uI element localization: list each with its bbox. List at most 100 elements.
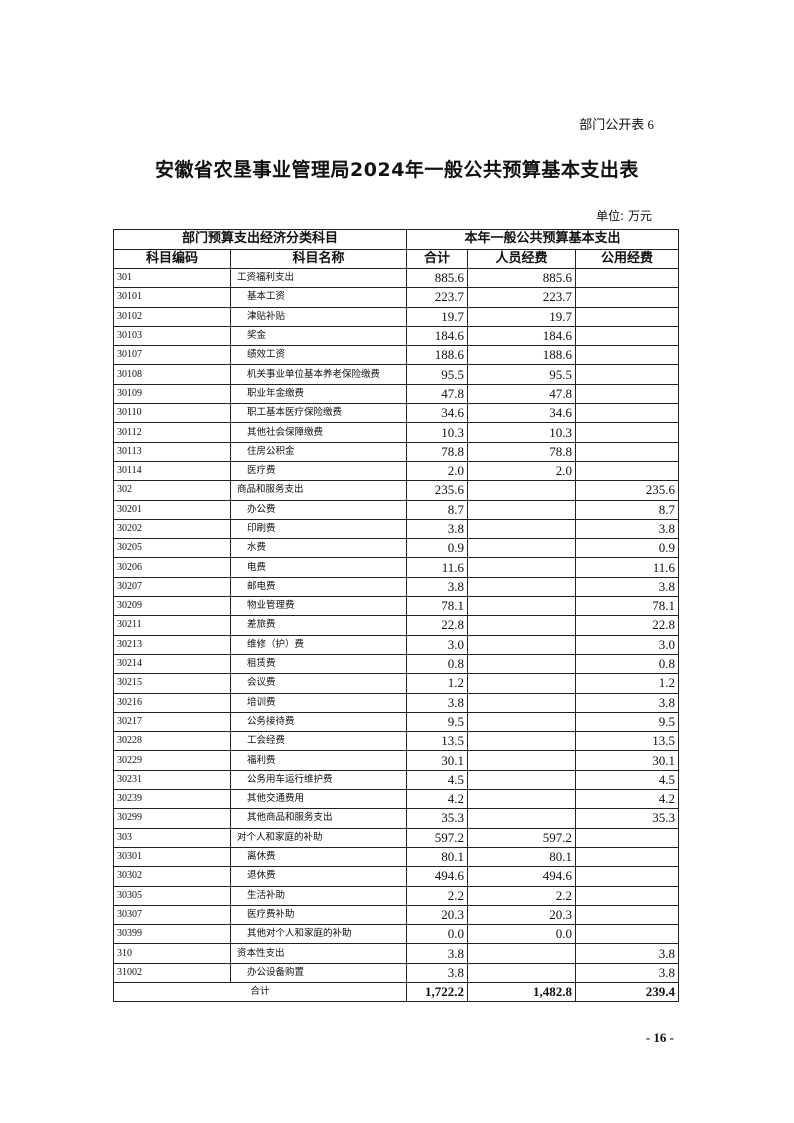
row-total: 184.6 <box>406 325 469 347</box>
row-total: 0.0 <box>406 924 469 945</box>
row-code: 30307 <box>113 904 231 926</box>
table-row: 30102 津贴补贴 19.7 19.7 <box>113 306 680 327</box>
total-public: 239.4 <box>575 981 680 1003</box>
row-code: 302 <box>113 480 231 501</box>
row-code: 30113 <box>113 441 231 462</box>
row-total: 47.8 <box>406 383 469 405</box>
table-row: 30114 医疗费 2.0 2.0 <box>113 460 680 482</box>
row-name: 医疗费 <box>229 460 408 482</box>
row-total: 0.8 <box>406 653 469 675</box>
row-personnel <box>467 538 577 559</box>
row-public <box>575 403 680 424</box>
row-code: 30114 <box>113 460 231 482</box>
row-name: 办公设备购置 <box>229 962 408 983</box>
table-row: 30231 公务用车运行维护费 4.5 4.5 <box>113 769 680 791</box>
row-name: 商品和服务支出 <box>229 480 408 501</box>
row-name: 办公费 <box>229 499 408 520</box>
row-public: 0.9 <box>575 538 680 559</box>
row-personnel: 78.8 <box>467 441 577 462</box>
row-code: 30228 <box>113 731 231 752</box>
row-code: 30206 <box>113 557 231 578</box>
row-name: 基本工资 <box>229 287 408 308</box>
row-name: 电费 <box>229 557 408 578</box>
table-row: 30215 会议费 1.2 1.2 <box>113 673 680 694</box>
row-public <box>575 422 680 443</box>
row-personnel: 2.0 <box>467 460 577 482</box>
row-name: 公务用车运行维护费 <box>229 769 408 791</box>
row-total: 95.5 <box>406 364 469 385</box>
row-personnel <box>467 518 577 540</box>
row-public <box>575 846 680 868</box>
table-row: 30302 退休费 494.6 494.6 <box>113 866 680 887</box>
table-row: 30399 其他对个人和家庭的补助 0.0 0.0 <box>113 924 680 945</box>
table-row: 30108 机关事业单位基本养老保险缴费 95.5 95.5 <box>113 364 680 385</box>
page-title: 安徽省农垦事业管理局2024年一般公共预算基本支出表 <box>155 159 639 181</box>
table-row: 310 资本性支出 3.8 3.8 <box>113 943 680 964</box>
row-public: 0.8 <box>575 653 680 675</box>
row-code: 30214 <box>113 653 231 675</box>
row-name: 奖金 <box>229 325 408 347</box>
row-personnel: 95.5 <box>467 364 577 385</box>
row-public <box>575 345 680 366</box>
row-public: 78.1 <box>575 596 680 617</box>
table-row: 30213 维修（护）费 3.0 3.0 <box>113 634 680 655</box>
row-public: 3.8 <box>575 692 680 713</box>
table-row: 30211 差旅费 22.8 22.8 <box>113 615 680 636</box>
row-code: 30112 <box>113 422 231 443</box>
row-public: 9.5 <box>575 711 680 733</box>
row-total: 19.7 <box>406 306 469 327</box>
row-total: 3.8 <box>406 576 469 598</box>
row-name: 物业管理费 <box>229 596 408 617</box>
row-personnel <box>467 615 577 636</box>
header-code: 科目编码 <box>113 248 231 269</box>
row-code: 30229 <box>113 750 231 771</box>
unit-label: 单位: 万元 <box>596 209 652 223</box>
row-personnel: 2.2 <box>467 885 577 906</box>
row-personnel: 597.2 <box>467 827 577 848</box>
row-public: 3.0 <box>575 634 680 655</box>
row-total: 2.0 <box>406 460 469 482</box>
row-name: 工会经费 <box>229 731 408 752</box>
row-total: 4.5 <box>406 769 469 791</box>
row-personnel <box>467 480 577 501</box>
row-code: 30301 <box>113 846 231 868</box>
row-code: 30207 <box>113 576 231 598</box>
row-code: 30217 <box>113 711 231 733</box>
row-code: 30215 <box>113 673 231 694</box>
row-public <box>575 383 680 405</box>
row-public: 3.8 <box>575 576 680 598</box>
row-name: 邮电费 <box>229 576 408 598</box>
row-code: 31002 <box>113 962 231 983</box>
row-name: 工资福利支出 <box>229 267 408 289</box>
row-public <box>575 885 680 906</box>
row-name: 对个人和家庭的补助 <box>229 827 408 848</box>
row-code: 30305 <box>113 885 231 906</box>
row-code: 30213 <box>113 634 231 655</box>
row-total: 0.9 <box>406 538 469 559</box>
table-row: 303 对个人和家庭的补助 597.2 597.2 <box>113 827 680 848</box>
row-code: 30201 <box>113 499 231 520</box>
row-public: 4.2 <box>575 789 680 810</box>
table-row: 30216 培训费 3.8 3.8 <box>113 692 680 713</box>
table-row: 30109 职业年金缴费 47.8 47.8 <box>113 383 680 405</box>
row-name: 福利费 <box>229 750 408 771</box>
row-name: 水费 <box>229 538 408 559</box>
table-row: 30307 医疗费补助 20.3 20.3 <box>113 904 680 926</box>
row-personnel <box>467 750 577 771</box>
row-total: 13.5 <box>406 731 469 752</box>
row-public: 8.7 <box>575 499 680 520</box>
table-row: 30201 办公费 8.7 8.7 <box>113 499 680 520</box>
row-code: 30299 <box>113 808 231 829</box>
row-personnel: 47.8 <box>467 383 577 405</box>
row-total: 35.3 <box>406 808 469 829</box>
row-total: 3.8 <box>406 962 469 983</box>
row-code: 30231 <box>113 769 231 791</box>
row-public <box>575 441 680 462</box>
row-name: 差旅费 <box>229 615 408 636</box>
table-row: 30202 印刷费 3.8 3.8 <box>113 518 680 540</box>
row-code: 30107 <box>113 345 231 366</box>
row-name: 绩效工资 <box>229 345 408 366</box>
row-total: 188.6 <box>406 345 469 366</box>
row-public: 22.8 <box>575 615 680 636</box>
table-row: 30205 水费 0.9 0.9 <box>113 538 680 559</box>
